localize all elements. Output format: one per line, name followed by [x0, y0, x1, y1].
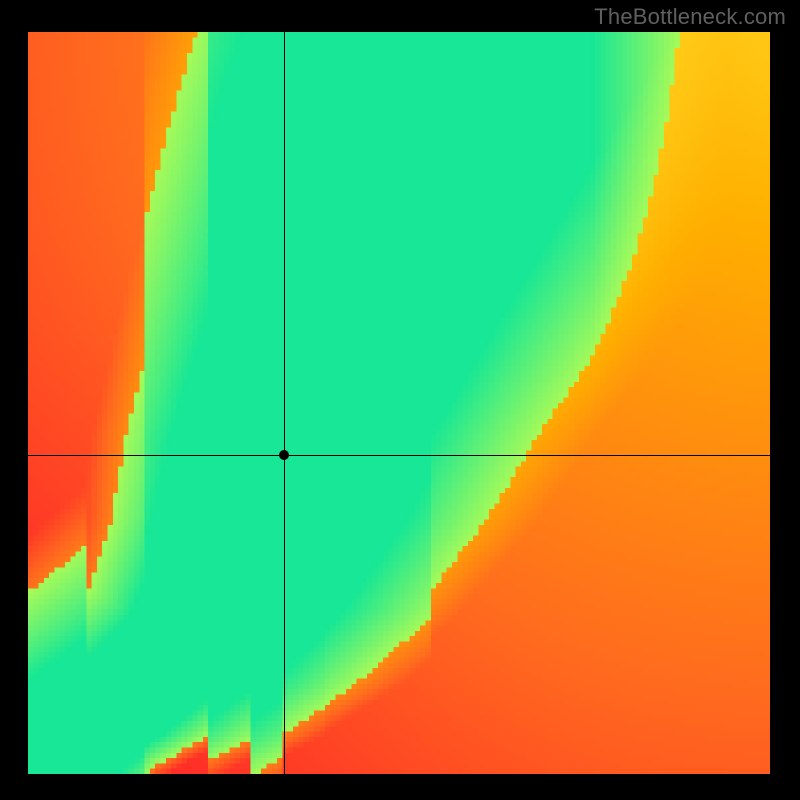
plot-area — [28, 32, 770, 774]
crosshair-point-marker — [279, 450, 289, 460]
heatmap-canvas — [28, 32, 770, 774]
watermark-text: TheBottleneck.com — [594, 4, 786, 30]
crosshair-vertical — [284, 32, 285, 774]
crosshair-horizontal — [28, 455, 770, 456]
